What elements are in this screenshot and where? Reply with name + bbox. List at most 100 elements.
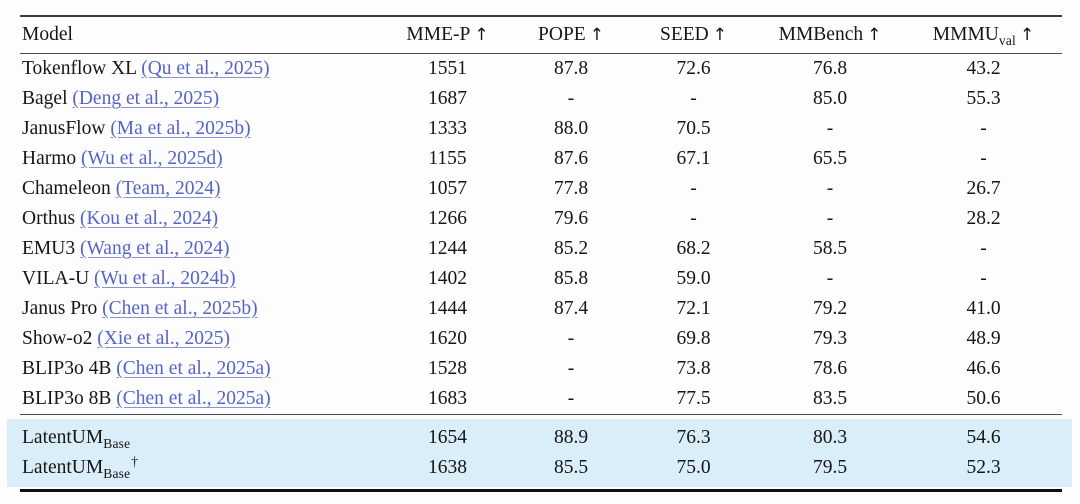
value-cell: 80.3: [812, 427, 848, 448]
model-name: LatentUM: [22, 427, 104, 448]
value-cell: 55.3: [966, 88, 1001, 109]
citation-link[interactable]: (Team, 2024): [115, 178, 221, 199]
model-cell: Harmo (Wu et al., 2025d): [20, 148, 385, 170]
table-row: LatentUMBase 1654 88.9 76.3 80.3 54.6: [20, 423, 1062, 453]
column-header-pope: POPE ↑: [510, 24, 632, 46]
column-header-mme-p: MME-P ↑: [385, 24, 510, 46]
value-cell: 69.8: [676, 328, 711, 349]
value-cell: 46.6: [966, 358, 1001, 379]
model-cell: BLIP3o 8B (Chen et al., 2025a): [20, 388, 385, 410]
table-row: Tokenflow XL (Qu et al., 2025) 1551 87.8 72…: [20, 54, 1062, 84]
up-arrow-icon: ↑: [867, 25, 882, 45]
model-name: Harmo: [22, 148, 77, 169]
table-body: Tokenflow XL (Qu et al., 2025) 1551 87.8 72…: [20, 54, 1062, 414]
value-cell: 48.9: [966, 328, 1001, 349]
up-arrow-icon: ↑: [474, 25, 489, 45]
column-header-label: SEED: [660, 24, 709, 45]
model-name: Show-o2: [22, 328, 93, 349]
table-section-rule: [20, 414, 1062, 415]
value-cell: 79.3: [812, 328, 848, 349]
value-cell: 43.2: [966, 58, 1001, 79]
model-cell: JanusFlow (Ma et al., 2025b): [20, 118, 385, 140]
citation-link[interactable]: (Wu et al., 2025d): [81, 148, 223, 169]
column-header-label: MMMU: [932, 24, 999, 45]
value-cell: 70.5: [676, 118, 711, 139]
citation-link[interactable]: (Wu et al., 2024b): [94, 268, 236, 289]
value-cell: 1638: [428, 457, 467, 478]
model-name: Chameleon: [22, 178, 111, 199]
value-cell: 68.2: [676, 238, 711, 259]
value-cell: 87.6: [553, 148, 589, 169]
model-cell: LatentUMBase: [20, 427, 385, 451]
model-name: BLIP3o 8B: [22, 388, 112, 409]
value-cell: -: [567, 328, 575, 349]
citation-link[interactable]: (Deng et al., 2025): [72, 88, 220, 109]
citation-link[interactable]: (Chen et al., 2025a): [116, 388, 271, 409]
column-header-model: Model: [20, 24, 385, 46]
highlighted-results-block: LatentUMBase 1654 88.9 76.3 80.3 54.6 LatentUM…: [7, 419, 1072, 487]
model-cell: Chameleon (Team, 2024): [20, 178, 385, 200]
table-row: JanusFlow (Ma et al., 2025b) 1333 88.0 70.5…: [20, 114, 1062, 144]
table-row: EMU3 (Wang et al., 2024) 1244 85.2 68.2 58.5…: [20, 234, 1062, 264]
value-cell: -: [690, 88, 697, 109]
value-cell: 50.6: [966, 388, 1001, 409]
value-cell: -: [980, 118, 987, 139]
table-header-rule: [20, 53, 1062, 54]
value-cell: -: [826, 268, 834, 289]
value-cell: 77.8: [553, 178, 589, 199]
model-name-subscript: Base: [103, 466, 131, 481]
citation-link[interactable]: (Wang et al., 2024): [79, 238, 230, 259]
value-cell: 1402: [428, 268, 467, 289]
value-cell: -: [980, 148, 987, 169]
value-cell: -: [567, 88, 575, 109]
value-cell: 59.0: [676, 268, 711, 289]
value-cell: 76.3: [676, 427, 711, 448]
column-header-label: MMBench: [778, 24, 864, 45]
model-name: LatentUM: [22, 457, 104, 478]
model-name: Bagel: [22, 88, 68, 109]
model-cell: EMU3 (Wang et al., 2024): [20, 238, 385, 260]
value-cell: 87.4: [553, 298, 589, 319]
value-cell: 79.5: [812, 457, 848, 478]
column-header-label: MME-P: [406, 24, 471, 45]
table-top-rule: [20, 15, 1062, 17]
value-cell: 1057: [428, 178, 467, 199]
model-name: Orthus: [22, 208, 76, 229]
table-row: BLIP3o 4B (Chen et al., 2025a) 1528 - 73.8 7…: [20, 354, 1062, 384]
value-cell: 87.8: [553, 58, 589, 79]
value-cell: -: [980, 238, 987, 259]
model-cell: LatentUMBase†: [20, 454, 385, 481]
citation-link[interactable]: (Kou et al., 2024): [79, 208, 219, 229]
dagger-mark: †: [131, 454, 139, 469]
value-cell: 1620: [428, 328, 467, 349]
value-cell: 85.5: [553, 457, 589, 478]
value-cell: 1444: [428, 298, 467, 319]
up-arrow-icon: ↑: [1019, 25, 1035, 45]
model-name: JanusFlow: [22, 118, 106, 139]
table-row: Bagel (Deng et al., 2025) 1687 - - 85.0 55.3: [20, 84, 1062, 114]
value-cell: 65.5: [812, 148, 848, 169]
value-cell: 67.1: [676, 148, 711, 169]
value-cell: 1551: [428, 58, 467, 79]
column-header-mmmu: MMMUval ↑: [905, 24, 1062, 48]
value-cell: 79.2: [812, 298, 848, 319]
model-cell: Orthus (Kou et al., 2024): [20, 208, 385, 230]
table-row: Chameleon (Team, 2024) 1057 77.8 - - 26.7: [20, 174, 1062, 204]
citation-link[interactable]: (Chen et al., 2025b): [102, 298, 258, 319]
citation-link[interactable]: (Ma et al., 2025b): [110, 118, 251, 139]
model-cell: Janus Pro (Chen et al., 2025b): [20, 298, 385, 320]
model-name: BLIP3o 4B: [22, 358, 112, 379]
model-name: VILA-U: [22, 268, 90, 289]
value-cell: 1654: [428, 427, 467, 448]
up-arrow-icon: ↑: [712, 25, 727, 45]
value-cell: 76.8: [812, 58, 848, 79]
citation-link[interactable]: (Xie et al., 2025): [97, 328, 230, 349]
citation-link[interactable]: (Chen et al., 2025a): [116, 358, 271, 379]
value-cell: 52.3: [966, 457, 1001, 478]
citation-link[interactable]: (Qu et al., 2025): [141, 58, 270, 79]
value-cell: -: [690, 208, 697, 229]
model-cell: BLIP3o 4B (Chen et al., 2025a): [20, 358, 385, 380]
model-cell: VILA-U (Wu et al., 2024b): [20, 268, 385, 290]
value-cell: 1683: [428, 388, 467, 409]
value-cell: 73.8: [676, 358, 711, 379]
